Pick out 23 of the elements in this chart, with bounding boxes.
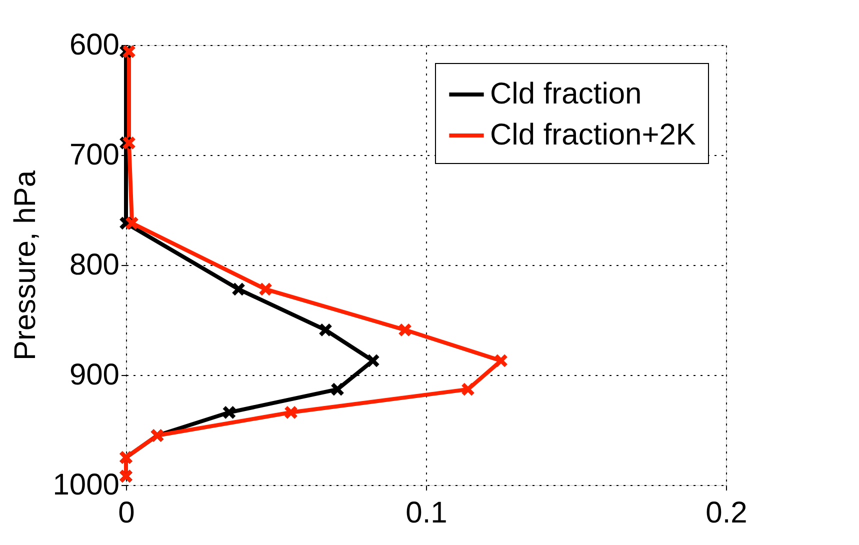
point: [258, 282, 272, 296]
point: [222, 405, 236, 420]
y-tick-label: 700: [69, 138, 120, 172]
point: [330, 382, 344, 396]
point: [494, 354, 508, 368]
legend-label: Cld fraction+2K: [490, 118, 696, 152]
y-tick-label: 900: [69, 358, 120, 392]
y-tick-label: 1000: [52, 468, 120, 502]
y-tick-label: 600: [69, 28, 120, 62]
point: [122, 136, 136, 150]
legend-label: Cld fraction: [490, 78, 642, 110]
point: [284, 405, 298, 420]
y-axis-title: Pressure, hPa: [8, 170, 42, 361]
point: [398, 322, 412, 337]
x-tick-label: 0: [118, 496, 135, 530]
point: [318, 322, 332, 337]
x-tick-label: 0.2: [706, 496, 748, 530]
point: [232, 282, 246, 296]
x-tick-label: 0.1: [406, 496, 448, 530]
y-tick-label: 800: [69, 248, 120, 282]
point: [461, 382, 475, 396]
point: [122, 44, 136, 59]
point: [125, 216, 139, 230]
